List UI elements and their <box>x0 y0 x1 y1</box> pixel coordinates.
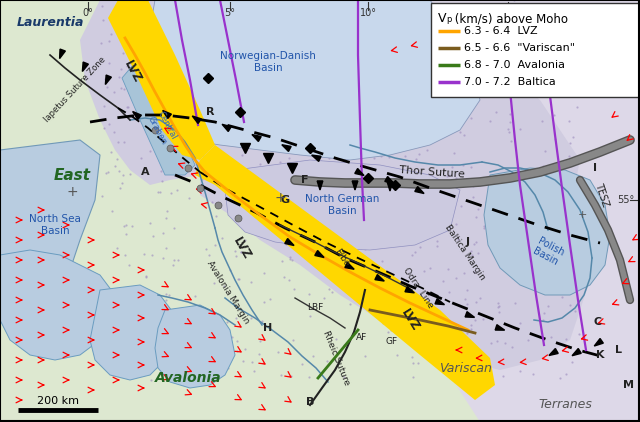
Polygon shape <box>90 285 175 380</box>
Polygon shape <box>222 124 231 132</box>
Text: 7.0 - 7.2  Baltica: 7.0 - 7.2 Baltica <box>464 77 556 87</box>
Text: TESZ: TESZ <box>593 182 611 208</box>
Text: (km/s) above Moho: (km/s) above Moho <box>451 12 568 25</box>
Polygon shape <box>345 262 354 269</box>
Text: North German
Basin: North German Basin <box>305 194 379 216</box>
Polygon shape <box>355 168 364 176</box>
Polygon shape <box>387 182 393 191</box>
Text: GF: GF <box>386 338 398 346</box>
Text: +: + <box>274 191 286 205</box>
Text: B: B <box>306 397 314 407</box>
Text: B a l t i c a: B a l t i c a <box>533 73 607 87</box>
Text: A: A <box>141 167 149 177</box>
Text: +: + <box>66 185 78 199</box>
Polygon shape <box>484 168 610 295</box>
Text: Thor Suture: Thor Suture <box>399 165 465 179</box>
Text: 5°: 5° <box>225 8 236 18</box>
Text: LVZ: LVZ <box>121 59 143 85</box>
Polygon shape <box>405 287 414 293</box>
Text: Polish
Basin: Polish Basin <box>531 236 566 268</box>
Text: I: I <box>593 163 597 173</box>
Polygon shape <box>395 0 640 422</box>
Polygon shape <box>163 111 172 119</box>
Polygon shape <box>0 140 100 300</box>
Polygon shape <box>572 349 581 356</box>
Text: Rheic Suture: Rheic Suture <box>321 329 351 387</box>
Text: Laurentia: Laurentia <box>16 16 84 29</box>
Polygon shape <box>80 0 580 230</box>
Polygon shape <box>385 176 394 184</box>
Polygon shape <box>155 305 235 388</box>
Polygon shape <box>375 275 384 281</box>
Text: L: L <box>614 345 621 355</box>
Text: LVZ: LVZ <box>398 307 422 333</box>
Text: Avalonia Margin: Avalonia Margin <box>205 259 251 325</box>
Text: V: V <box>438 12 447 25</box>
Polygon shape <box>465 311 475 317</box>
Text: +: + <box>577 210 587 220</box>
Polygon shape <box>195 145 495 400</box>
Polygon shape <box>315 251 324 257</box>
Text: Iapetus Suture Zone: Iapetus Suture Zone <box>42 56 108 124</box>
Polygon shape <box>83 62 88 71</box>
Polygon shape <box>495 325 505 330</box>
Text: East: East <box>54 168 90 182</box>
Text: Central
Graben: Central Graben <box>146 110 178 146</box>
Polygon shape <box>312 155 321 162</box>
Text: 6.3 - 6.4  LVZ: 6.3 - 6.4 LVZ <box>464 26 538 36</box>
Text: H: H <box>264 323 273 333</box>
Text: R: R <box>205 107 214 117</box>
Text: Avalonia: Avalonia <box>155 371 221 385</box>
Polygon shape <box>435 299 445 305</box>
Text: K: K <box>596 350 604 360</box>
Text: 6.8 - 7.0  Avalonia: 6.8 - 7.0 Avalonia <box>464 60 565 70</box>
Polygon shape <box>122 65 195 175</box>
Polygon shape <box>282 145 291 151</box>
Text: 55°: 55° <box>617 195 634 205</box>
Polygon shape <box>549 349 558 355</box>
Polygon shape <box>192 116 202 124</box>
Text: North Sea
Basin: North Sea Basin <box>29 214 81 236</box>
Text: 6.5 - 6.6  "Variscan": 6.5 - 6.6 "Variscan" <box>464 43 575 53</box>
Text: LBF: LBF <box>307 303 323 313</box>
Text: LVZ: LVZ <box>230 235 253 261</box>
Text: 10°: 10° <box>360 8 376 18</box>
Text: 15°: 15° <box>499 8 516 18</box>
Text: J: J <box>466 237 470 247</box>
Polygon shape <box>0 250 115 360</box>
Text: p: p <box>446 15 451 24</box>
Text: Baltica Margin: Baltica Margin <box>443 222 487 281</box>
Text: F: F <box>301 175 308 185</box>
Polygon shape <box>415 187 424 194</box>
Polygon shape <box>352 181 358 190</box>
Text: C: C <box>594 317 602 327</box>
Polygon shape <box>200 170 590 370</box>
Polygon shape <box>60 49 65 59</box>
Text: M: M <box>623 380 634 390</box>
FancyBboxPatch shape <box>431 3 639 97</box>
Polygon shape <box>595 338 604 346</box>
Text: 200 km: 200 km <box>37 396 79 406</box>
Polygon shape <box>132 111 141 119</box>
Polygon shape <box>145 0 480 160</box>
Text: G: G <box>280 195 289 205</box>
Text: Elbe: Elbe <box>333 247 351 269</box>
Polygon shape <box>225 160 460 250</box>
Polygon shape <box>317 181 323 190</box>
Polygon shape <box>285 238 294 246</box>
Polygon shape <box>108 0 215 160</box>
Text: AF: AF <box>356 333 367 343</box>
Text: Variscan: Variscan <box>438 362 492 374</box>
Text: Terranes: Terranes <box>538 398 592 411</box>
Text: Norwegian-Danish
Basin: Norwegian-Danish Basin <box>220 51 316 73</box>
Text: 0°: 0° <box>83 8 93 18</box>
Polygon shape <box>106 75 111 84</box>
Text: Odra  Line: Odra Line <box>401 266 435 310</box>
Polygon shape <box>252 135 261 141</box>
